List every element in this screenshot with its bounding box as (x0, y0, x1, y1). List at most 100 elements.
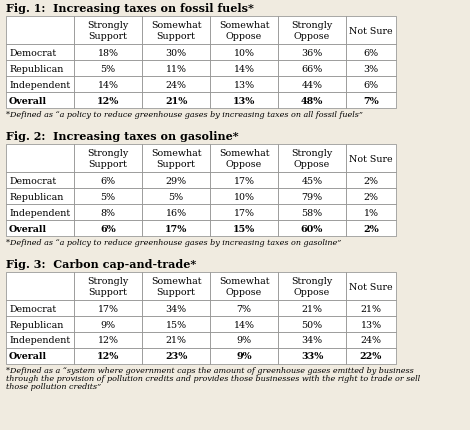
Bar (74, 300, 142, 316)
Text: 8%: 8% (101, 208, 116, 217)
Bar (6, 316, 74, 332)
Bar (278, 17, 346, 45)
Text: 5%: 5% (168, 192, 184, 201)
Bar (142, 77, 210, 93)
Text: 14%: 14% (234, 64, 254, 74)
Bar (278, 61, 346, 77)
Bar (346, 205, 396, 221)
Text: 16%: 16% (165, 208, 187, 217)
Bar (6, 45, 74, 61)
Text: Independent: Independent (9, 80, 70, 89)
Bar (74, 272, 142, 300)
Text: 10%: 10% (234, 49, 254, 57)
Text: 21%: 21% (165, 336, 187, 345)
Text: 6%: 6% (101, 176, 116, 185)
Text: Somewhat
Oppose: Somewhat Oppose (219, 149, 269, 168)
Bar (142, 144, 210, 172)
Bar (142, 300, 210, 316)
Bar (142, 272, 210, 300)
Text: 10%: 10% (234, 192, 254, 201)
Text: 2%: 2% (363, 176, 378, 185)
Bar (278, 221, 346, 237)
Bar (142, 205, 210, 221)
Text: 9%: 9% (101, 320, 116, 329)
Text: Somewhat
Oppose: Somewhat Oppose (219, 21, 269, 40)
Text: 5%: 5% (101, 64, 116, 74)
Text: Somewhat
Support: Somewhat Support (151, 149, 201, 168)
Text: Overall: Overall (9, 352, 47, 361)
Bar (6, 144, 74, 172)
Bar (6, 348, 74, 364)
Text: those pollution credits”: those pollution credits” (6, 382, 101, 390)
Text: 18%: 18% (97, 49, 118, 57)
Bar (6, 189, 74, 205)
Text: 6%: 6% (363, 80, 378, 89)
Text: Strongly
Support: Strongly Support (87, 276, 129, 296)
Bar (6, 300, 74, 316)
Text: 9%: 9% (236, 352, 252, 361)
Bar (142, 189, 210, 205)
Text: 13%: 13% (233, 96, 255, 105)
Bar (346, 189, 396, 205)
Text: 34%: 34% (301, 336, 322, 345)
Bar (278, 77, 346, 93)
Bar (6, 272, 74, 300)
Bar (74, 189, 142, 205)
Bar (210, 61, 278, 77)
Bar (210, 144, 278, 172)
Bar (74, 93, 142, 109)
Bar (346, 93, 396, 109)
Text: 23%: 23% (165, 352, 187, 361)
Text: 22%: 22% (360, 352, 382, 361)
Bar (346, 272, 396, 300)
Bar (6, 221, 74, 237)
Bar (210, 172, 278, 189)
Text: 17%: 17% (165, 224, 187, 233)
Text: 50%: 50% (301, 320, 322, 329)
Text: 7%: 7% (363, 96, 379, 105)
Bar (6, 77, 74, 93)
Text: Democrat: Democrat (9, 49, 56, 57)
Bar (6, 172, 74, 189)
Bar (278, 45, 346, 61)
Bar (74, 144, 142, 172)
Bar (142, 348, 210, 364)
Text: 66%: 66% (301, 64, 322, 74)
Text: 34%: 34% (165, 304, 187, 313)
Text: 15%: 15% (165, 320, 187, 329)
Bar (346, 17, 396, 45)
Bar (6, 332, 74, 348)
Bar (74, 172, 142, 189)
Text: 2%: 2% (363, 192, 378, 201)
Bar (74, 61, 142, 77)
Text: 36%: 36% (301, 49, 322, 57)
Text: Independent: Independent (9, 208, 70, 217)
Text: 33%: 33% (301, 352, 323, 361)
Bar (210, 221, 278, 237)
Bar (142, 93, 210, 109)
Bar (346, 45, 396, 61)
Text: 17%: 17% (97, 304, 118, 313)
Bar (346, 61, 396, 77)
Bar (210, 93, 278, 109)
Bar (278, 205, 346, 221)
Text: 11%: 11% (165, 64, 187, 74)
Text: Fig. 3:  Carbon cap-and-trade*: Fig. 3: Carbon cap-and-trade* (6, 258, 196, 269)
Text: 45%: 45% (301, 176, 322, 185)
Bar (210, 189, 278, 205)
Bar (346, 144, 396, 172)
Bar (142, 221, 210, 237)
Bar (278, 172, 346, 189)
Text: 30%: 30% (165, 49, 187, 57)
Text: Republican: Republican (9, 320, 63, 329)
Text: 6%: 6% (100, 224, 116, 233)
Text: Strongly
Oppose: Strongly Oppose (291, 149, 333, 168)
Text: Republican: Republican (9, 192, 63, 201)
Text: 17%: 17% (234, 176, 254, 185)
Bar (346, 332, 396, 348)
Bar (278, 332, 346, 348)
Bar (278, 316, 346, 332)
Bar (210, 77, 278, 93)
Bar (346, 316, 396, 332)
Text: 13%: 13% (234, 80, 255, 89)
